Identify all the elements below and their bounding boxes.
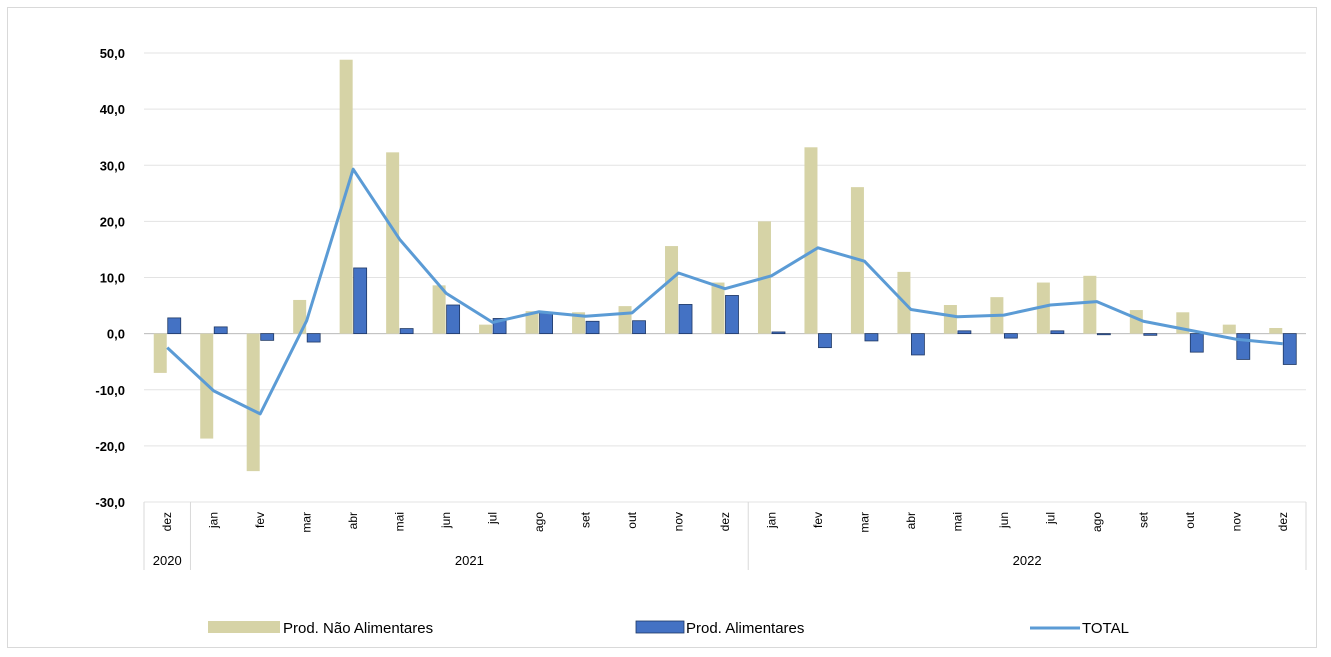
bar-prod-alimentares (353, 267, 368, 335)
bar-prod-alimentares (725, 295, 739, 335)
y-tick-label: 50,0 (100, 46, 125, 61)
bar-prod-alimentares (1143, 333, 1158, 336)
bar-prod-nao-alimentares (432, 285, 446, 334)
bar-prod-alimentares (260, 333, 275, 341)
legend-swatch (208, 621, 280, 633)
bar-prod-nao-alimentares (525, 311, 539, 334)
bar-prod-nao-alimentares (804, 147, 818, 334)
year-group-label: 2022 (1013, 553, 1042, 568)
bar-prod-nao-alimentares (1269, 328, 1283, 334)
bar-prod-alimentares (1050, 330, 1065, 335)
legend-label: TOTAL (1082, 620, 1129, 637)
year-group-label: 2021 (455, 553, 484, 568)
x-tick-label: dez (1276, 512, 1290, 531)
x-tick-label: jan (207, 512, 221, 529)
x-tick-label: ago (1090, 512, 1104, 532)
y-tick-label: 40,0 (100, 102, 125, 117)
legend: Prod. Não Alimentares Prod. Alimentares TO… (208, 620, 1129, 637)
x-tick-label: ago (532, 512, 546, 532)
bar-prod-alimentares (1236, 333, 1251, 360)
legend-prod-alimentares: Prod. Alimentares (635, 620, 804, 637)
y-tick-label: 30,0 (100, 158, 125, 173)
chart-frame (7, 7, 1317, 648)
line-total (166, 167, 1283, 416)
bar-prod-nao-alimentares (246, 333, 260, 472)
x-tick-label: dez (160, 512, 174, 531)
x-tick-label: jul (1043, 512, 1057, 525)
bar-prod-nao-alimentares (479, 324, 493, 334)
bar-prod-nao-alimentares (572, 312, 586, 334)
bar-prod-alimentares (539, 311, 553, 335)
y-tick-label: 10,0 (100, 271, 125, 286)
bar-prod-nao-alimentares (711, 282, 725, 334)
y-axis: 50,0 40,0 30,0 20,0 10,0 0,0 -10,0 -20,0 -30,0 (95, 46, 125, 510)
bar-prod-nao-alimentares (618, 306, 632, 334)
x-tick-label: dez (718, 512, 732, 531)
bar-prod-alimentares (1096, 333, 1111, 336)
x-tick-label: mai (950, 512, 964, 531)
bar-prod-alimentares (1189, 333, 1204, 353)
y-tick-label: -20,0 (95, 439, 125, 454)
bar-prod-nao-alimentares (1222, 324, 1236, 334)
x-tick-label: mar (857, 512, 871, 533)
x-axis: dez jan fev mar abr mai jun jul ago set out nov dez j… (143, 502, 1307, 570)
x-tick-label: jun (439, 512, 453, 529)
x-tick-label: abr (346, 512, 360, 529)
bar-prod-alimentares (399, 328, 414, 335)
series-lines (166, 167, 1283, 416)
x-tick-label: set (1136, 511, 1150, 528)
x-tick-label: jul (486, 512, 500, 525)
x-tick-label: abr (904, 512, 918, 529)
bar-prod-alimentares (585, 320, 600, 335)
bar-prod-nao-alimentares (386, 152, 400, 334)
bar-prod-alimentares (1282, 333, 1297, 365)
legend-total: TOTAL (1030, 620, 1129, 637)
x-tick-label: nov (672, 512, 686, 531)
x-tick-label: out (1183, 511, 1197, 528)
y-tick-label: -10,0 (95, 383, 125, 398)
bar-prod-alimentares (446, 304, 461, 335)
legend-label: Prod. Alimentares (686, 620, 804, 637)
bar-prod-nao-alimentares (1036, 282, 1050, 334)
bar-prod-alimentares (864, 333, 879, 342)
bar-prod-alimentares (771, 331, 786, 335)
y-tick-label: -30,0 (95, 495, 125, 510)
x-tick-label: nov (1229, 512, 1243, 531)
bar-prod-alimentares (1003, 333, 1018, 339)
bar-prod-nao-alimentares (943, 305, 957, 334)
x-tick-label: mai (393, 512, 407, 531)
bar-prod-nao-alimentares (153, 333, 167, 373)
x-tick-label: fev (811, 512, 825, 528)
bar-prod-alimentares (678, 304, 693, 335)
legend-prod-nao-alimentares: Prod. Não Alimentares (208, 620, 433, 637)
x-tick-label: set (579, 511, 593, 528)
year-group-label: 2020 (153, 553, 182, 568)
bar-prod-alimentares (957, 330, 972, 335)
y-tick-label: 20,0 (100, 214, 125, 229)
bar-prod-nao-alimentares (1083, 275, 1097, 334)
x-tick-label: jun (997, 512, 1011, 529)
x-tick-label: out (625, 511, 639, 528)
bar-prod-alimentares (911, 333, 925, 356)
bar-prod-alimentares (306, 333, 321, 343)
bar-prod-alimentares (167, 317, 182, 335)
bar-prod-alimentares (632, 320, 646, 335)
legend-swatch (635, 620, 685, 634)
x-tick-label: jan (764, 512, 778, 529)
bar-prod-nao-alimentares (665, 246, 679, 334)
legend-label: Prod. Não Alimentares (283, 620, 433, 637)
y-tick-label: 0,0 (107, 327, 125, 342)
bar-prod-alimentares (818, 333, 832, 349)
x-tick-label: fev (253, 512, 267, 528)
x-tick-label: mar (300, 512, 314, 533)
bar-prod-alimentares (213, 326, 228, 335)
